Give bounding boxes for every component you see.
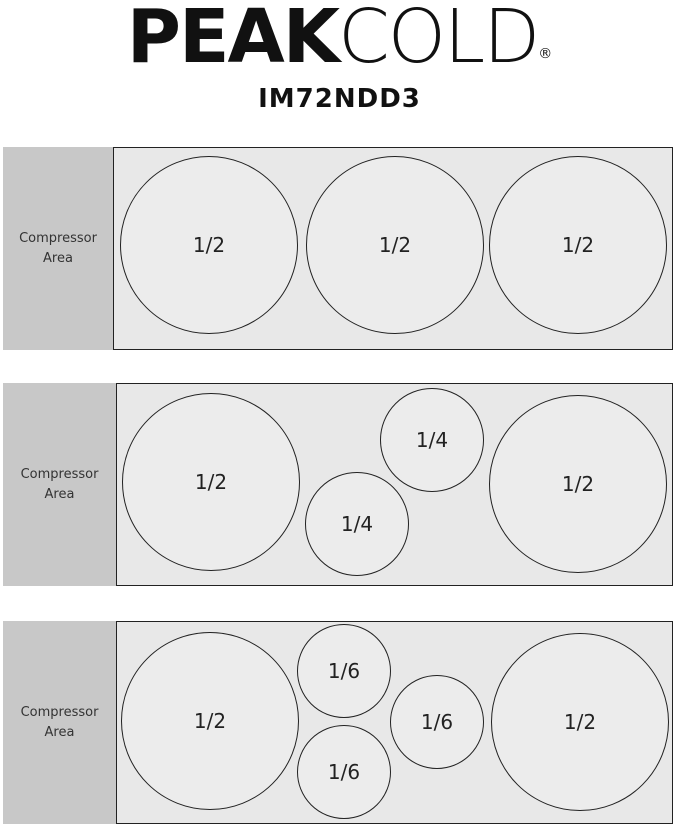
pan: 1/6 bbox=[297, 725, 391, 819]
pan: 1/2 bbox=[120, 156, 298, 334]
model: IM72NDD3 bbox=[258, 84, 421, 114]
compressor-area: Compressor Area bbox=[3, 147, 114, 350]
pan: 1/6 bbox=[297, 624, 391, 718]
brand-light: COLD bbox=[338, 0, 540, 80]
pan: 1/2 bbox=[121, 632, 299, 810]
pan: 1/2 bbox=[489, 156, 667, 334]
pan: 1/2 bbox=[489, 395, 667, 573]
brand-logo: PEAKCOLD® bbox=[0, 0, 679, 80]
brand-bold: PEAK bbox=[126, 0, 340, 80]
pan: 1/4 bbox=[380, 388, 484, 492]
compressor-area: Compressor Area bbox=[3, 383, 117, 586]
pan: 1/6 bbox=[390, 675, 484, 769]
pan: 1/2 bbox=[491, 633, 669, 811]
pan: 1/2 bbox=[122, 393, 300, 571]
pan: 1/2 bbox=[306, 156, 484, 334]
brand-mark: ® bbox=[538, 46, 553, 62]
pan: 1/4 bbox=[305, 472, 409, 576]
compressor-area: Compressor Area bbox=[3, 621, 117, 824]
